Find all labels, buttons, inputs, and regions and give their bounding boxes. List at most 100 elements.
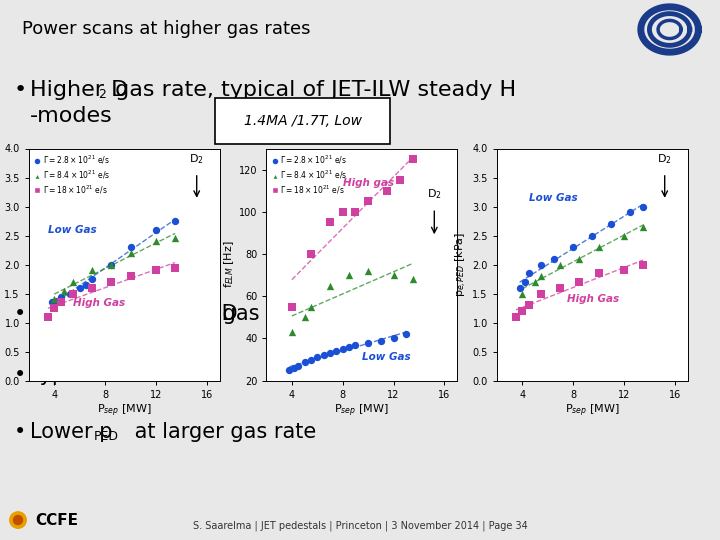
- Point: [382, 186, 393, 195]
- Point: [362, 339, 374, 347]
- Point: [312, 353, 323, 362]
- Point: [106, 260, 117, 269]
- Point: [42, 313, 53, 321]
- Text: Type I ELMs: Type I ELMs: [30, 365, 151, 385]
- Point: [606, 220, 617, 228]
- Point: [106, 278, 117, 286]
- Point: [299, 357, 310, 366]
- Point: [169, 263, 181, 272]
- Point: [625, 208, 636, 217]
- Text: D$_2$: D$_2$: [189, 152, 204, 166]
- Text: gas rate, typical of JET-ILW steady H: gas rate, typical of JET-ILW steady H: [108, 80, 516, 100]
- Point: [407, 155, 418, 164]
- Point: [554, 284, 566, 292]
- Point: [324, 349, 336, 357]
- Point: [286, 328, 297, 336]
- Point: [514, 284, 526, 292]
- Point: [125, 243, 136, 252]
- Text: S. Saarelma | JET pedestals | Princeton | 3 November 2014 | Page 34: S. Saarelma | JET pedestals | Princeton …: [193, 521, 527, 531]
- Point: [337, 345, 348, 353]
- Y-axis label: $\beta_N$: $\beta_N$: [0, 257, 1, 272]
- Point: [388, 334, 400, 343]
- Y-axis label: p$_{e,PED}$ [kPa]: p$_{e,PED}$ [kPa]: [454, 232, 469, 297]
- Text: 2: 2: [98, 87, 106, 101]
- Point: [362, 267, 374, 275]
- Text: –: –: [626, 310, 639, 325]
- Point: [587, 231, 598, 240]
- Point: [574, 278, 585, 286]
- Point: [593, 243, 604, 252]
- Point: [618, 266, 630, 275]
- Point: [407, 275, 418, 284]
- Text: Lower β: Lower β: [30, 304, 112, 324]
- Point: [289, 364, 300, 373]
- Point: [80, 281, 92, 289]
- Point: [68, 278, 79, 286]
- Text: Higher D: Higher D: [30, 80, 128, 100]
- Point: [637, 202, 649, 211]
- Point: [292, 362, 304, 370]
- Text: CCFE: CCFE: [35, 512, 78, 528]
- Point: [51, 296, 63, 305]
- Point: [55, 298, 66, 307]
- Text: Low Gas: Low Gas: [528, 193, 577, 202]
- Point: [48, 295, 60, 303]
- Circle shape: [10, 512, 26, 528]
- Point: [637, 222, 649, 231]
- Text: Lower p: Lower p: [30, 422, 112, 442]
- Text: 1.4MA /1.7T, Low: 1.4MA /1.7T, Low: [243, 114, 361, 128]
- Point: [330, 347, 342, 355]
- Point: [510, 313, 521, 321]
- Point: [362, 197, 374, 206]
- Text: N: N: [102, 312, 112, 325]
- Point: [318, 351, 330, 360]
- Point: [284, 366, 295, 374]
- Point: [305, 249, 317, 258]
- Text: PED: PED: [94, 430, 119, 443]
- Point: [536, 260, 547, 269]
- Point: [554, 260, 566, 269]
- Y-axis label: f$_{ELM}$ [Hz]: f$_{ELM}$ [Hz]: [222, 241, 236, 288]
- Text: gas rate: gas rate: [216, 304, 308, 324]
- Point: [64, 289, 76, 298]
- Bar: [215, 98, 390, 144]
- Point: [395, 176, 406, 185]
- Point: [637, 260, 649, 269]
- Point: [388, 271, 400, 280]
- Point: [150, 266, 162, 275]
- Point: [343, 271, 355, 280]
- Point: [169, 217, 181, 225]
- Point: [86, 275, 98, 284]
- Text: •: •: [14, 365, 26, 385]
- Point: [375, 336, 387, 345]
- Text: Power scans at higher gas rates: Power scans at higher gas rates: [22, 21, 310, 38]
- Point: [523, 269, 534, 278]
- Point: [350, 207, 361, 216]
- Text: D$_2$: D$_2$: [657, 152, 672, 166]
- Text: •: •: [14, 304, 26, 324]
- Point: [343, 342, 355, 351]
- Point: [150, 237, 162, 246]
- Text: at larger gas rate: at larger gas rate: [128, 422, 316, 442]
- Text: at higher D: at higher D: [114, 304, 238, 324]
- Text: 2: 2: [206, 312, 214, 325]
- Point: [350, 341, 361, 349]
- Text: •: •: [14, 80, 27, 100]
- Text: ): ): [612, 348, 618, 363]
- Point: [74, 284, 86, 292]
- Point: [125, 248, 136, 258]
- Point: [337, 207, 348, 216]
- Point: [593, 269, 604, 278]
- Text: P: P: [536, 348, 545, 363]
- X-axis label: P$_{sep}$ [MW]: P$_{sep}$ [MW]: [564, 402, 620, 419]
- Legend: $\Gamma = 2.8 \times 10^{21}$ e/s, $\Gamma = 8.4 \times 10^{21}$ e/s, $\Gamma = : $\Gamma = 2.8 \times 10^{21}$ e/s, $\Gam…: [270, 152, 349, 197]
- Point: [536, 289, 547, 298]
- Point: [169, 234, 181, 243]
- Text: (P: (P: [530, 310, 545, 325]
- Text: Low Gas: Low Gas: [48, 225, 96, 235]
- Text: High gas: High gas: [343, 179, 394, 188]
- Point: [86, 284, 98, 292]
- Text: heat: heat: [602, 316, 627, 326]
- Point: [106, 260, 117, 269]
- Point: [324, 218, 336, 227]
